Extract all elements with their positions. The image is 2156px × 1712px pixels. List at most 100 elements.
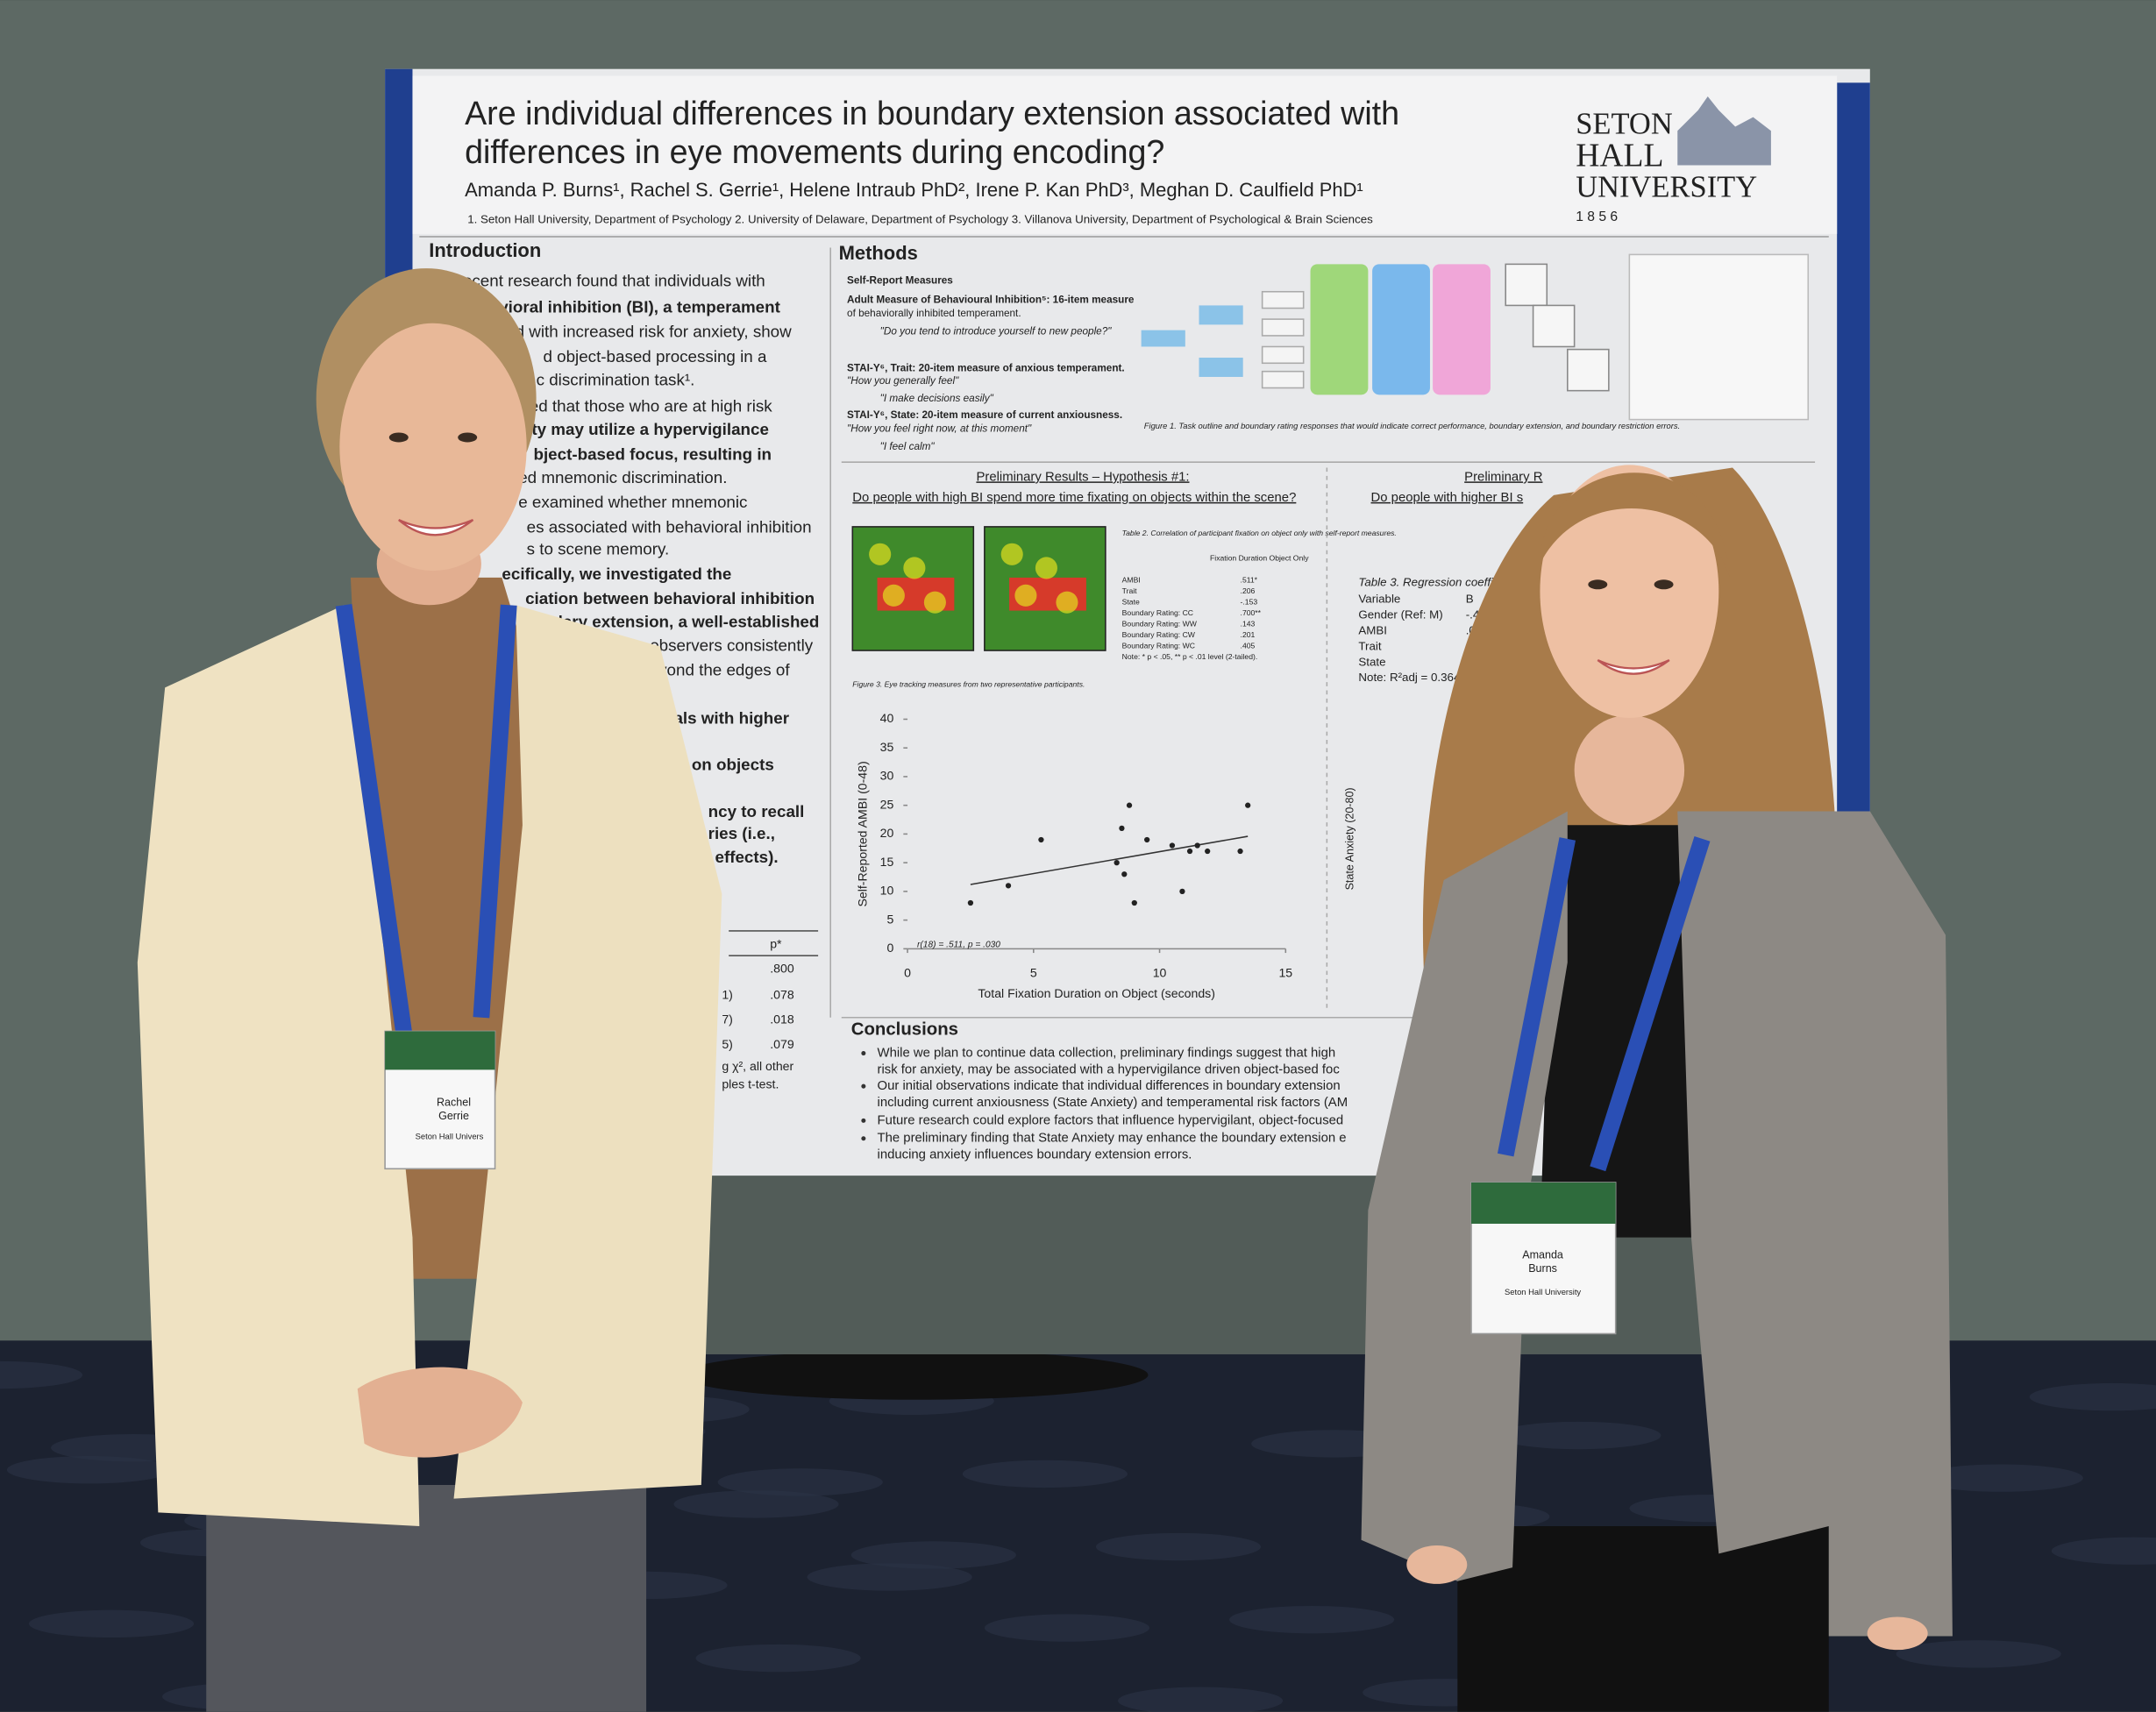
intro-line: behavioral inhibition (BI), a temperamen… <box>460 298 780 316</box>
poster-title: Are individual differences in boundary e… <box>465 95 1399 131</box>
instructions-panel <box>1628 253 1810 421</box>
diagram-box <box>1261 370 1305 389</box>
hand <box>1406 1545 1468 1584</box>
point <box>1169 842 1176 849</box>
table-cell: AMBI <box>1358 624 1387 637</box>
diagram-box <box>1199 305 1243 325</box>
y-tick-label: 15 <box>880 855 894 869</box>
smile <box>398 518 474 536</box>
y-tick-label: 35 <box>880 740 894 754</box>
intro-line: effects). <box>715 848 778 866</box>
conclusion-line: While we plan to continue data collectio… <box>878 1046 1336 1060</box>
badge-name: Rachel <box>437 1096 471 1108</box>
heat-spot <box>923 591 946 614</box>
method-line: "I feel calm" <box>880 441 936 452</box>
table-cell: AMBI <box>1122 575 1141 584</box>
intro-line: als with higher <box>673 708 789 727</box>
table-cell: Boundary Rating: WC <box>1122 642 1195 650</box>
table-cell: .800 <box>770 962 794 976</box>
carpet-pattern <box>962 1460 1128 1488</box>
diagram-box <box>1199 358 1243 377</box>
point <box>1038 836 1044 843</box>
table-caption: Table 2. Correlation of participant fixa… <box>1122 529 1397 537</box>
carpet-pattern <box>1496 1421 1661 1450</box>
eye <box>458 432 478 443</box>
heat-spot <box>1056 591 1078 614</box>
point <box>1121 871 1128 877</box>
conclusion-line: including current anxiousness (State Anx… <box>878 1096 1348 1110</box>
logo-text: SETON <box>1576 107 1673 140</box>
section-heading: Conclusions <box>851 1019 958 1039</box>
diagram-box <box>1261 290 1305 309</box>
table-cell: 7) <box>722 1012 733 1026</box>
carpet-pattern <box>1918 1464 2083 1492</box>
diagram-box <box>1141 330 1185 347</box>
badge-name: Gerrie <box>438 1110 469 1122</box>
heat-spot <box>882 584 905 607</box>
table-cell: Trait <box>1358 640 1381 653</box>
table-cell: .078 <box>770 987 794 1001</box>
x-tick-label: 10 <box>1153 965 1167 979</box>
badge-band <box>385 1031 495 1070</box>
eye <box>1588 579 1608 590</box>
table-cell: Boundary Rating: WW <box>1122 620 1198 629</box>
badge-org: Seton Hall University <box>1505 1287 1581 1296</box>
table-cell: Trait <box>1122 586 1138 595</box>
intro-line: e examined whether mnemonic <box>518 493 747 511</box>
table-note: Note: R²adj = 0.364 (N = <box>1358 671 1485 684</box>
intro-line: ed that those who are at high risk <box>530 396 772 415</box>
stimulus-thumb <box>1532 304 1576 348</box>
table-cell: .206 <box>1241 586 1256 595</box>
y-tick-label: 0 <box>886 941 893 955</box>
table-cell: State <box>1358 656 1385 669</box>
intro-line: ed mnemonic discrimination. <box>518 468 727 487</box>
table-note: Note: * p < .05, ** p < .01 level (2-tai… <box>1122 652 1258 661</box>
method-line: Adult Measure of Behavioural Inhibition⁵… <box>847 294 1135 305</box>
conclusion-line: Our initial observations indicate that i… <box>878 1079 1341 1093</box>
carpet-pattern <box>2051 1537 2156 1565</box>
eye <box>1654 579 1674 590</box>
table-cell: Boundary Rating: CW <box>1122 630 1196 639</box>
intro-line: oundary extension, a well-established <box>523 613 819 631</box>
y-tick-label: 20 <box>880 826 894 840</box>
diagram-box <box>1261 318 1305 337</box>
results-question: Do people with higher BI s <box>1371 491 1524 505</box>
point <box>1005 883 1012 889</box>
point <box>1237 848 1243 855</box>
carpet-pattern <box>0 1360 83 1389</box>
point <box>1144 836 1150 843</box>
heat-spot <box>1035 557 1057 579</box>
table-cell: .079 <box>770 1037 794 1051</box>
bullet <box>861 1051 866 1056</box>
smile <box>1597 658 1670 675</box>
blazer-left <box>137 605 420 1527</box>
intro-line: s to scene memory. <box>527 540 670 558</box>
y-axis-label: Self-Reported AMBI (0-48) <box>856 761 870 906</box>
results-heading: Preliminary Results – Hypothesis #1: <box>976 470 1189 484</box>
hands <box>357 1367 523 1458</box>
table-cell: State <box>1122 597 1140 606</box>
table-cell: .700** <box>1241 608 1262 617</box>
carpet-pattern <box>1118 1687 1284 1712</box>
badge-org: Seton Hall Univers <box>416 1132 484 1141</box>
section-heading: Introduction <box>429 239 541 261</box>
intro-line: ety may utilize a hypervigilance <box>523 420 769 438</box>
blazer <box>1361 811 1953 1637</box>
table-cell: .511* <box>1241 575 1258 584</box>
blazer-right <box>453 605 722 1499</box>
point <box>1186 848 1193 855</box>
point <box>1126 802 1133 808</box>
logo-text: UNIVERSITY <box>1576 171 1757 204</box>
section-heading: Methods <box>839 242 918 264</box>
table-cell: B <box>1466 593 1474 606</box>
carpet-pattern <box>1896 1640 2061 1668</box>
intro-line: es associated with behavioral inhibition <box>527 517 812 536</box>
y-tick-label: 30 <box>880 769 894 783</box>
stimulus-thumb <box>1567 348 1610 392</box>
point <box>967 899 974 906</box>
table-cell: -.153 <box>1241 597 1258 606</box>
carpet-pattern <box>2029 1382 2156 1411</box>
hand <box>1867 1616 1928 1651</box>
